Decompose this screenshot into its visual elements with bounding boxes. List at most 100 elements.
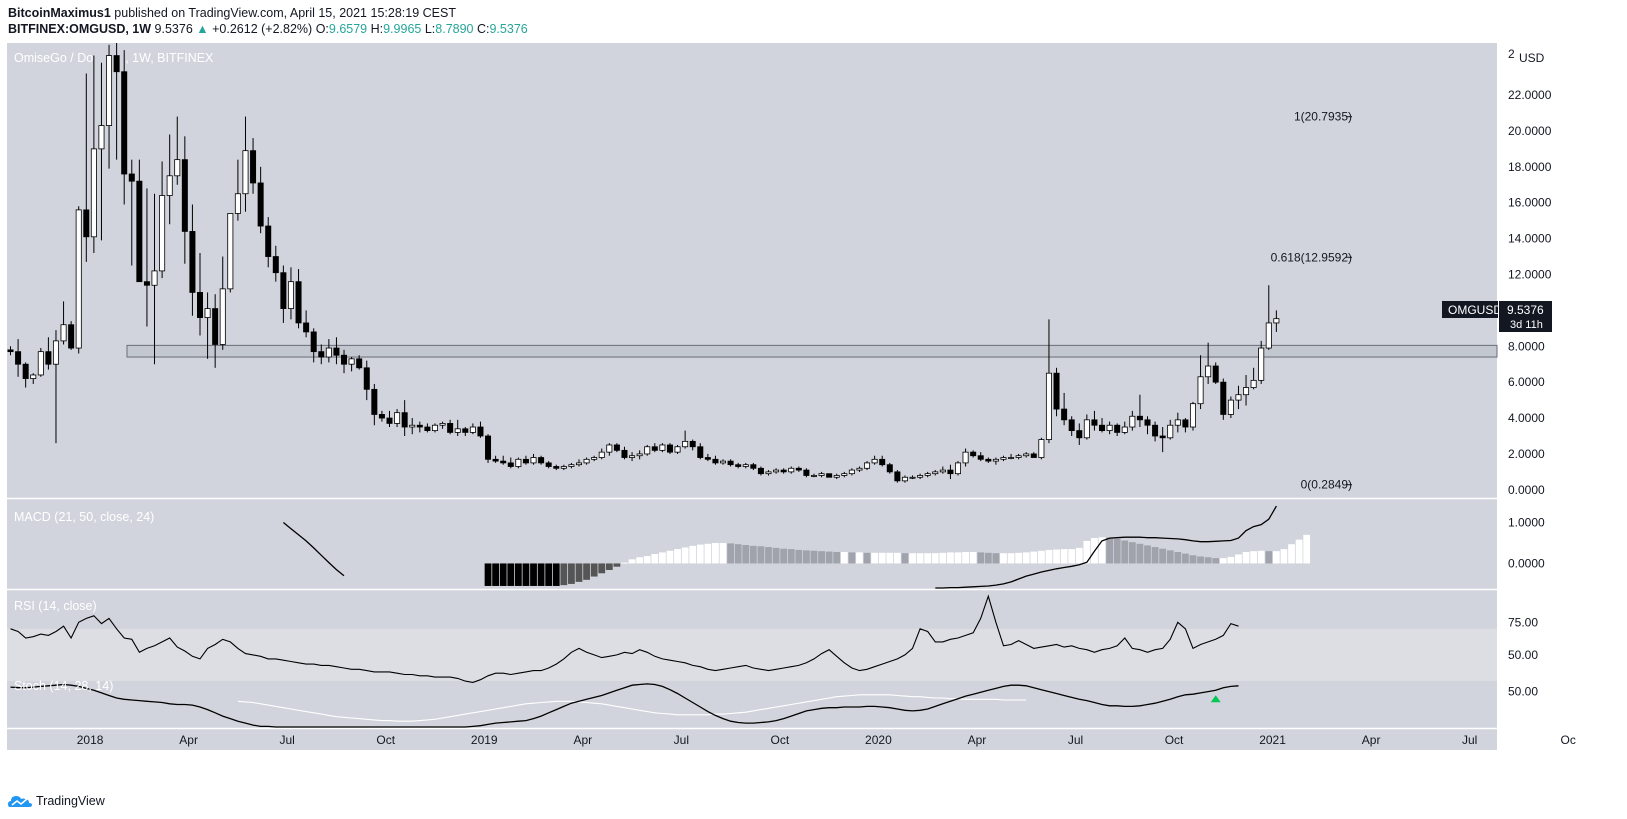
price-axis: 22.000020.000018.000016.000014.000012.00…	[1508, 47, 1552, 699]
candle	[196, 252, 203, 336]
candle-body	[538, 457, 545, 464]
candle	[15, 339, 22, 377]
candle	[204, 292, 211, 359]
candle-body	[1129, 415, 1136, 428]
candle-body	[454, 428, 461, 433]
candle	[773, 468, 780, 474]
macd-hist-bar	[856, 552, 863, 564]
candle-body	[98, 125, 105, 150]
candle-body	[1015, 455, 1022, 458]
candle	[83, 73, 90, 262]
fib-label: 0(0.2849)	[1301, 478, 1352, 492]
candle	[166, 134, 173, 225]
candle-body	[363, 367, 370, 390]
candle	[106, 44, 113, 169]
macd-hist-bar	[1053, 549, 1060, 564]
macd-hist-bar	[1075, 547, 1083, 564]
candle-body	[37, 351, 44, 376]
candle	[356, 355, 363, 370]
macd-hist-bar	[825, 551, 833, 564]
candle	[1258, 340, 1265, 384]
candle-body	[636, 453, 643, 457]
macd-hist-bar	[605, 563, 613, 570]
macd-hist-bar	[1303, 534, 1311, 564]
candle	[143, 188, 150, 327]
candle	[750, 462, 757, 471]
candle	[121, 50, 128, 205]
candle	[970, 450, 977, 458]
candle	[856, 466, 863, 472]
macd-hist-bar	[681, 547, 689, 564]
candle-body	[530, 457, 537, 464]
candle-body	[803, 469, 810, 476]
candle-body	[1227, 399, 1234, 415]
candle	[879, 455, 886, 467]
candle	[1174, 412, 1181, 433]
candle	[720, 459, 727, 465]
macd-hist-bar	[969, 551, 977, 564]
y-tick-label: 12.0000	[1508, 267, 1552, 281]
candle	[530, 453, 537, 465]
candle-body	[712, 458, 719, 464]
candle	[568, 462, 575, 469]
candle	[1152, 421, 1159, 442]
candle	[1008, 453, 1015, 460]
candle	[181, 136, 188, 264]
x-tick-label: Apr	[179, 733, 198, 747]
candle-body	[1030, 453, 1037, 458]
rsi-panel	[10, 594, 1239, 683]
x-tick-label: Jul	[279, 733, 294, 747]
candle	[75, 206, 82, 354]
macd-hist-bar	[1189, 555, 1197, 564]
candle	[939, 466, 946, 474]
macd-hist-bar	[1007, 553, 1015, 564]
candle-body	[45, 351, 52, 365]
candle-body	[469, 426, 476, 433]
macd-hist-bar	[552, 563, 560, 586]
candle	[689, 439, 696, 451]
candle-body	[265, 225, 272, 257]
candle	[682, 430, 689, 449]
macd-hist-bar	[1030, 551, 1038, 564]
candle-body	[750, 464, 757, 469]
candle-body	[143, 281, 150, 286]
candle-body	[462, 428, 469, 433]
macd-hist-bar	[992, 553, 1000, 564]
macd-hist-bar	[780, 548, 788, 564]
macd-hist-bar	[537, 563, 545, 586]
macd-hist-bar	[568, 563, 575, 584]
candle	[871, 455, 878, 465]
candle-body	[583, 458, 590, 464]
footer-brand[interactable]: TradingView	[8, 794, 105, 808]
candle-body	[810, 475, 817, 477]
candle-body	[1258, 347, 1265, 381]
candle-body	[704, 457, 711, 460]
macd-line	[935, 505, 1277, 589]
candle-body	[401, 412, 408, 428]
candle-body	[113, 55, 120, 73]
candle-body	[826, 473, 833, 478]
candle	[234, 159, 241, 221]
macd-hist-bar	[598, 563, 606, 574]
macd-hist-bar	[803, 550, 810, 564]
candle	[1068, 416, 1075, 436]
candle	[704, 453, 711, 462]
candle	[219, 256, 226, 350]
candle	[788, 466, 795, 474]
macd-hist-bar	[1151, 547, 1159, 564]
candle-body	[68, 324, 75, 349]
candle	[712, 455, 719, 465]
candle-body	[576, 462, 583, 466]
candle	[424, 423, 431, 433]
candle	[159, 161, 166, 279]
candle-body	[1023, 453, 1030, 457]
fib-label: 0.618(12.9592)	[1271, 250, 1352, 264]
last-price-tag[interactable]: OMGUSD 9.5376 3d 11h	[1442, 301, 1552, 332]
candle	[128, 159, 135, 266]
author[interactable]: BitcoinMaximus1	[8, 6, 111, 20]
candle	[742, 462, 749, 469]
candle-body	[30, 374, 37, 379]
candle-body	[894, 471, 901, 482]
macd-hist-bar	[848, 552, 856, 564]
